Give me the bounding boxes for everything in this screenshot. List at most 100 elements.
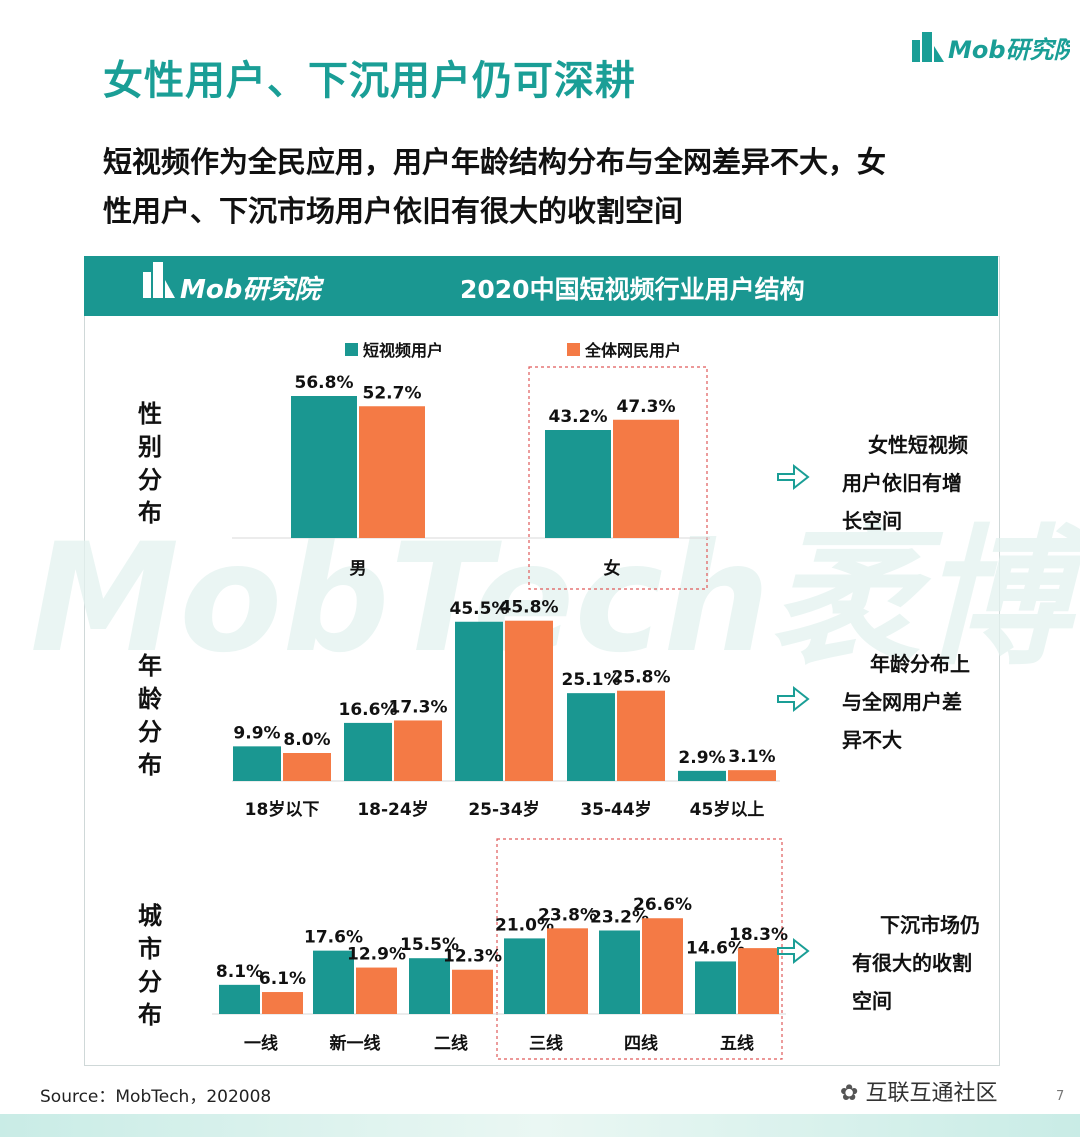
note-line: 有很大的收割 bbox=[852, 951, 972, 975]
data-label: 3.1% bbox=[728, 747, 775, 767]
subtitle: 短视频作为全民应用，用户年龄结构分布与全网差异不大，女 性用户、下沉市场用户依旧… bbox=[103, 138, 1003, 236]
category-label: 三线 bbox=[529, 1033, 563, 1054]
row-label-char: 分 bbox=[138, 718, 162, 746]
watermark: MobTech袤博 bbox=[30, 512, 1080, 686]
bar bbox=[344, 722, 392, 781]
category-label: 45岁以上 bbox=[690, 799, 765, 820]
note-line: 年龄分布上 bbox=[870, 652, 970, 676]
page-number: 7 bbox=[1056, 1089, 1065, 1104]
highlight-box bbox=[528, 366, 708, 590]
category-label: 18-24岁 bbox=[357, 799, 428, 820]
category-label: 18岁以下 bbox=[245, 799, 320, 820]
data-label: 15.5% bbox=[400, 935, 459, 955]
bar bbox=[409, 958, 450, 1014]
bar bbox=[738, 948, 779, 1014]
data-label: 18.3% bbox=[729, 925, 788, 945]
highlight-box bbox=[496, 838, 783, 1060]
row-label-char: 别 bbox=[137, 433, 162, 461]
data-label: 17.3% bbox=[389, 697, 448, 717]
data-label: 45.8% bbox=[500, 598, 559, 618]
row-label-char: 龄 bbox=[138, 685, 163, 713]
bar bbox=[262, 992, 303, 1014]
bar bbox=[728, 770, 776, 781]
bar bbox=[504, 938, 545, 1014]
data-label: 8.0% bbox=[283, 730, 330, 750]
arrow-right-icon bbox=[777, 685, 810, 713]
data-label: 23.8% bbox=[538, 905, 597, 925]
panel-title: 2020中国短视频行业用户结构 bbox=[460, 275, 805, 304]
category-label: 一线 bbox=[244, 1033, 278, 1054]
bottom-band bbox=[0, 1114, 1080, 1137]
category-label: 35-44岁 bbox=[580, 799, 651, 820]
subtitle-line-1: 短视频作为全民应用，用户年龄结构分布与全网差异不大，女 bbox=[103, 145, 887, 179]
note-line: 女性短视频 bbox=[868, 433, 968, 457]
row-label-char: 年 bbox=[138, 652, 162, 680]
data-label: 16.6% bbox=[339, 700, 398, 720]
panel-brand: Mob研究院 bbox=[180, 275, 324, 305]
legend-label: 全体网民用户 bbox=[584, 341, 681, 360]
category-label: 二线 bbox=[434, 1033, 468, 1054]
data-label: 21.0% bbox=[495, 915, 554, 935]
data-label: 25.1% bbox=[562, 670, 621, 690]
bar bbox=[642, 918, 683, 1014]
row-label-char: 城 bbox=[138, 902, 162, 930]
legend-label: 短视频用户 bbox=[363, 341, 443, 360]
bar bbox=[545, 430, 611, 538]
row-label-char: 性 bbox=[138, 400, 162, 428]
category-label: 新一线 bbox=[330, 1033, 381, 1054]
brand-text: Mob研究院 bbox=[948, 36, 1070, 64]
note-line: 异不大 bbox=[842, 728, 902, 752]
bar bbox=[283, 753, 331, 781]
panel-logo-icon bbox=[143, 272, 151, 298]
data-label: 2.9% bbox=[678, 748, 725, 768]
data-label: 26.6% bbox=[633, 895, 692, 915]
footer-brand: ✿ 互联互通社区 bbox=[840, 1075, 997, 1107]
data-label: 52.7% bbox=[363, 383, 422, 403]
data-label: 45.5% bbox=[450, 599, 509, 619]
bar bbox=[505, 620, 553, 781]
data-label: 17.6% bbox=[304, 928, 363, 948]
data-label: 12.3% bbox=[443, 947, 502, 967]
note-line: 与全网用户差 bbox=[842, 690, 962, 714]
data-label: 47.3% bbox=[617, 397, 676, 417]
data-label: 8.1% bbox=[216, 962, 263, 982]
bar bbox=[455, 621, 503, 781]
bar bbox=[394, 720, 442, 781]
bar bbox=[695, 961, 736, 1014]
row-label-char: 布 bbox=[138, 751, 162, 779]
bar bbox=[613, 419, 679, 538]
data-label: 56.8% bbox=[295, 373, 354, 393]
panel-header bbox=[84, 256, 998, 316]
category-label: 女 bbox=[604, 558, 621, 579]
category-label: 25-34岁 bbox=[468, 799, 539, 820]
data-label: 14.6% bbox=[686, 938, 745, 958]
panel-logo-icon bbox=[153, 262, 163, 298]
row-label-char: 布 bbox=[138, 1001, 162, 1029]
arrow-right-icon bbox=[777, 937, 810, 965]
page-title: 女性用户、下沉用户仍可深耕 bbox=[103, 58, 636, 104]
bar bbox=[567, 693, 615, 781]
panel-logo-icon bbox=[165, 280, 175, 298]
brand-logo: Mob研究院 bbox=[912, 32, 1070, 64]
bar bbox=[356, 967, 397, 1014]
wechat-icon: ✿ bbox=[840, 1081, 859, 1106]
category-label: 男 bbox=[350, 559, 367, 579]
bar bbox=[219, 984, 260, 1014]
data-label: 25.8% bbox=[612, 668, 671, 688]
row-label-char: 市 bbox=[138, 935, 162, 963]
bar bbox=[313, 950, 354, 1014]
data-label: 43.2% bbox=[549, 407, 608, 427]
bar bbox=[599, 930, 640, 1014]
row-label-char: 分 bbox=[138, 466, 162, 494]
note-line: 长空间 bbox=[842, 509, 902, 533]
bar bbox=[291, 396, 357, 538]
row-label-char: 布 bbox=[138, 499, 162, 527]
data-label: 12.9% bbox=[347, 945, 406, 965]
bar bbox=[678, 770, 726, 781]
bar bbox=[359, 406, 425, 538]
bar bbox=[233, 746, 281, 781]
data-label: 23.2% bbox=[590, 907, 649, 927]
category-label: 四线 bbox=[624, 1033, 658, 1054]
bar bbox=[452, 969, 493, 1014]
